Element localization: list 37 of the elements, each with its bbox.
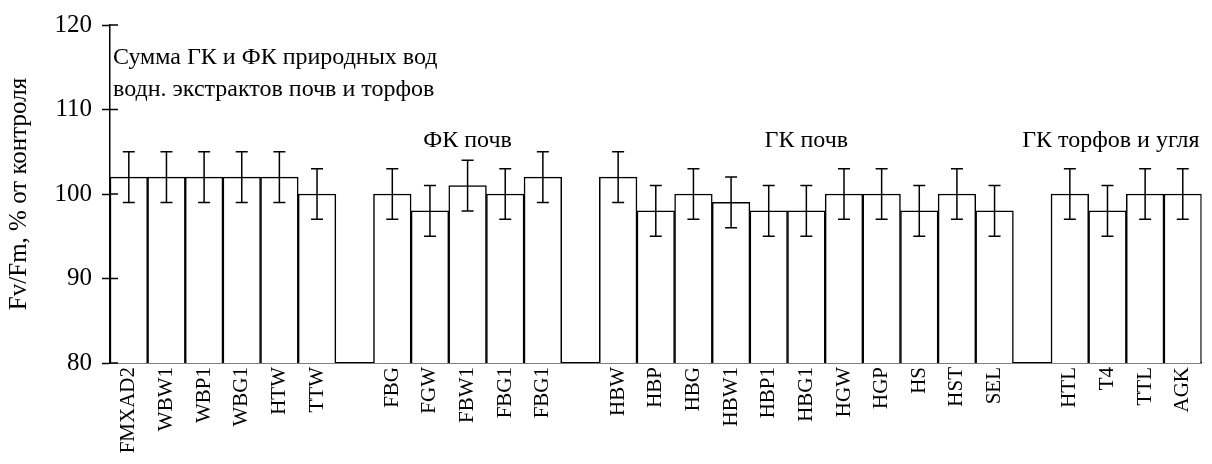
x-tick-label: SEL xyxy=(981,367,1006,405)
x-tick-label: FBW1 xyxy=(454,367,479,424)
y-axis-title: Fv/Fm, % от контроля xyxy=(3,77,31,311)
x-tick-label: TTL xyxy=(1131,367,1156,406)
x-tick-label: FBG1 xyxy=(491,367,516,419)
y-tick-label: 80 xyxy=(67,347,92,375)
x-tick-label: FGW xyxy=(416,366,441,414)
x-tick-label: HBW xyxy=(604,366,629,416)
annotation: водн. экстрактов почв и торфов xyxy=(113,75,435,102)
x-tick-label: HBG xyxy=(679,367,704,412)
x-tick-label: AGK xyxy=(1169,367,1194,413)
x-tick-label: FBG xyxy=(378,367,403,408)
x-tick-label: FBG1 xyxy=(529,367,554,419)
x-tick-label: HTW xyxy=(265,366,290,415)
x-tick-label: HBP1 xyxy=(755,367,780,419)
annotation: ГК торфов и угля xyxy=(1022,126,1200,153)
x-tick-label: HBW1 xyxy=(717,367,742,427)
x-tick-label: HBP xyxy=(642,367,667,408)
annotation: ФК почв xyxy=(423,126,512,153)
x-tick-label: HTL xyxy=(1056,367,1081,408)
x-tick-label: WBG1 xyxy=(228,367,253,427)
x-tick-label: T4 xyxy=(1094,366,1118,391)
annotation: Сумма ГК и ФК природных вод xyxy=(113,43,438,70)
y-tick-label: 100 xyxy=(54,178,92,206)
x-tick-label: HST xyxy=(943,366,968,407)
y-tick-label: 110 xyxy=(55,94,92,122)
x-tick-label: WBP1 xyxy=(190,367,215,424)
annotation: ГК почв xyxy=(764,126,849,153)
x-tick-label: WBW1 xyxy=(152,367,177,432)
x-tick-label: HGP xyxy=(868,367,893,410)
y-tick-label: 120 xyxy=(54,9,92,37)
x-tick-label: HGW xyxy=(830,366,855,418)
y-tick-label: 90 xyxy=(67,263,92,291)
x-tick-label: HBG1 xyxy=(792,367,817,422)
x-tick-label: FMXAD2 xyxy=(115,367,140,454)
x-tick-label: HS xyxy=(905,367,930,394)
x-tick-label: TTW xyxy=(303,366,328,413)
